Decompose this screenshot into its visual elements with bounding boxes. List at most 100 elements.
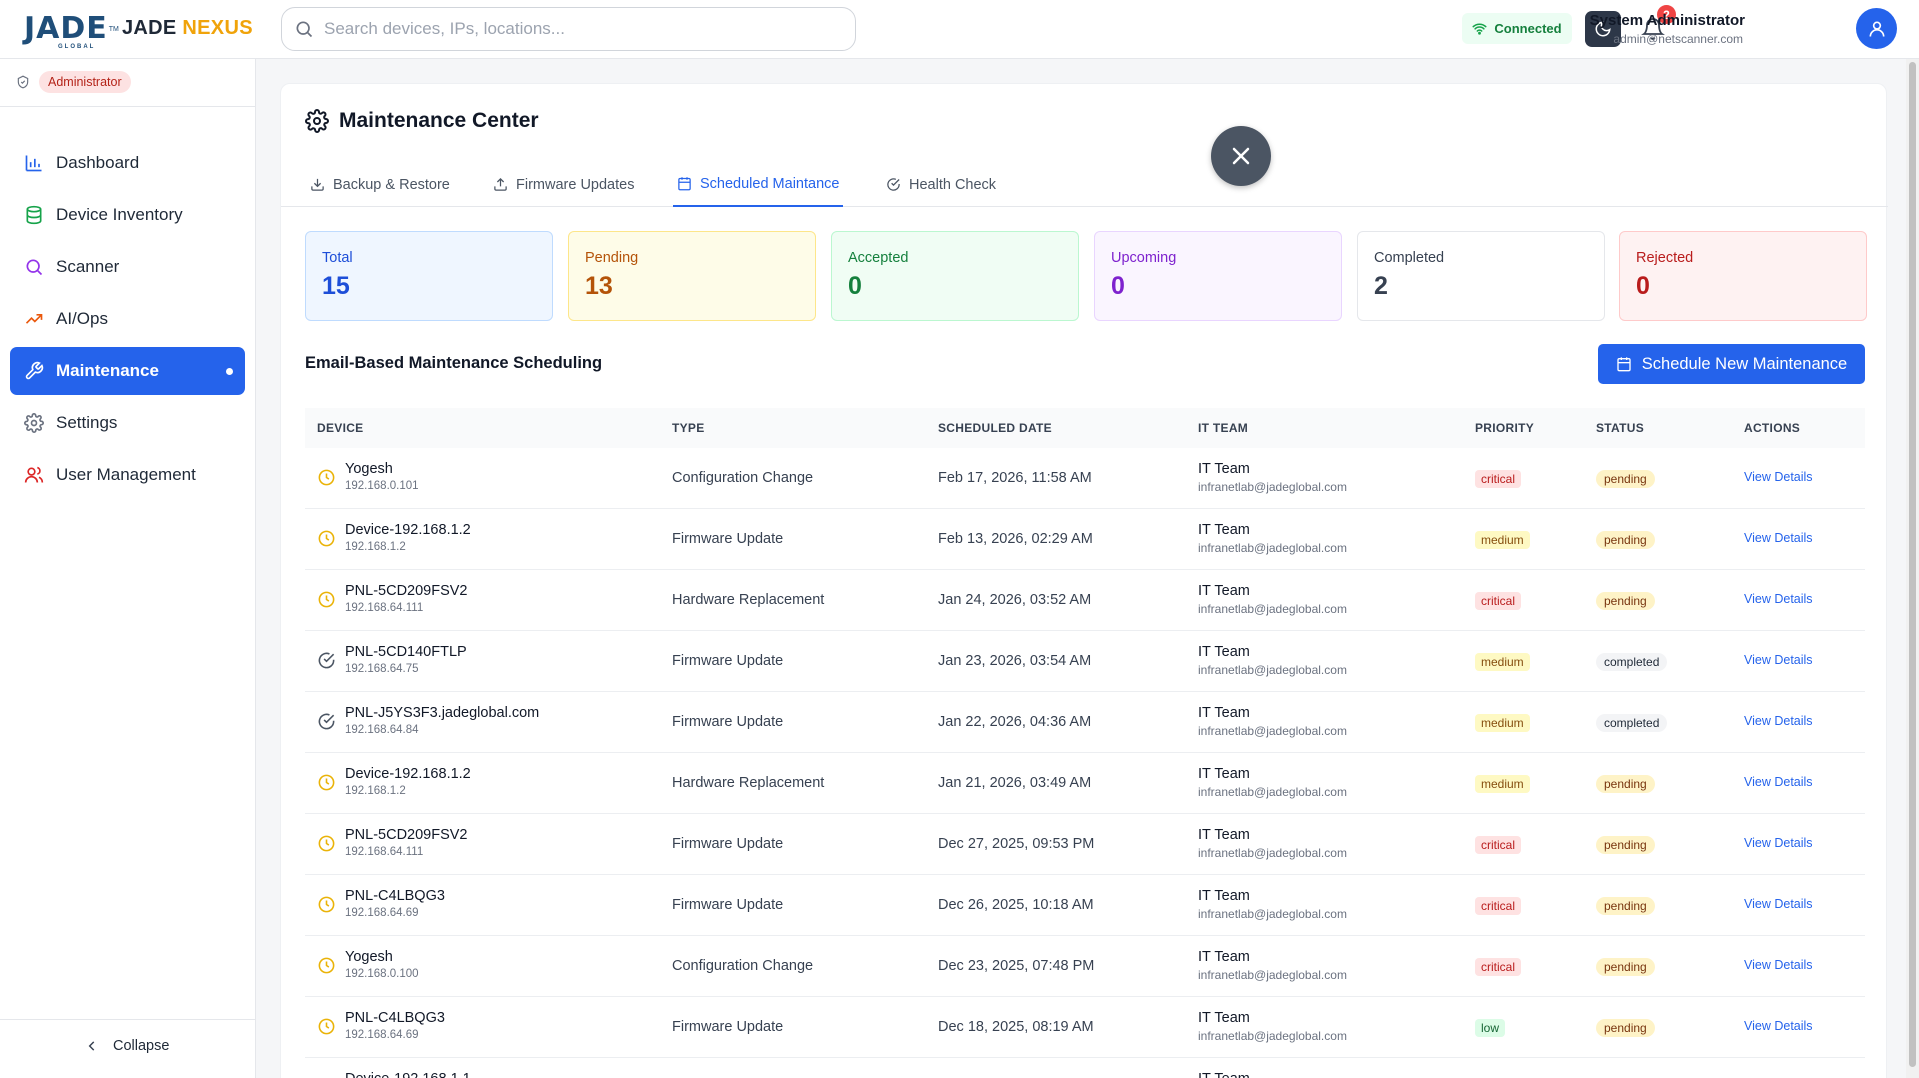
tab-label: Firmware Updates (516, 176, 635, 193)
it-team-email: infranetlab@jadeglobal.com (1198, 785, 1347, 799)
device-name: Device-192.168.1.1 (345, 1071, 471, 1078)
close-button[interactable] (1211, 126, 1271, 186)
stat-label: Accepted (848, 250, 909, 266)
sidebar-item-scanner[interactable]: Scanner (10, 243, 245, 291)
table-row[interactable]: Yogesh 192.168.0.100 Configuration Change D… (305, 936, 1865, 997)
table-row[interactable]: PNL-5CD209FSV2 192.168.64.111 Hardware Rep… (305, 570, 1865, 631)
maintenance-type: Configuration Change (672, 958, 814, 974)
sidebar-item-label: Maintenance (56, 361, 159, 380)
table-row[interactable]: Device-192.168.1.1 IT Team (305, 1058, 1865, 1078)
sidebar-item-label: AI/Ops (56, 309, 108, 328)
table-row[interactable]: PNL-5CD209FSV2 192.168.64.111 Firmware Upd… (305, 814, 1865, 875)
sidebar-item-maintenance[interactable]: Maintenance (10, 347, 245, 395)
maintenance-type: Firmware Update (672, 531, 784, 547)
column-header-device: DEVICE (317, 421, 364, 435)
table-row[interactable]: PNL-J5YS3F3.jadeglobal.com 192.168.64.84 F… (305, 692, 1865, 753)
bar-chart-icon (25, 155, 42, 172)
sidebar-bottom-divider (0, 1019, 256, 1020)
wifi-icon (1472, 23, 1487, 35)
view-details-link[interactable]: View Details (1744, 836, 1813, 850)
user-avatar[interactable] (1856, 8, 1897, 49)
trending-up-icon (25, 314, 43, 324)
clock-icon (317, 895, 336, 914)
table-row[interactable]: Device-192.168.1.2 192.168.1.2 Firmware Up… (305, 509, 1865, 570)
column-header-priority: PRIORITY (1475, 421, 1535, 435)
priority-badge: medium (1475, 775, 1530, 793)
sidebar-item-user-management[interactable]: User Management (10, 451, 245, 499)
device-name: PNL-5CD140FTLP (345, 644, 467, 660)
device-name: Yogesh (345, 461, 393, 477)
device-ip: 192.168.64.75 (345, 663, 419, 675)
view-details-link[interactable]: View Details (1744, 1019, 1813, 1033)
device-name: Yogesh (345, 949, 393, 965)
search-input[interactable] (324, 19, 824, 39)
moon-icon (1595, 21, 1611, 37)
device-ip: 192.168.64.69 (345, 907, 419, 919)
sidebar-item-settings[interactable]: Settings (10, 399, 245, 447)
download-icon (311, 178, 324, 191)
connection-status-text: Connected (1494, 21, 1562, 36)
notifications-button[interactable] (1638, 14, 1668, 44)
brand-nexus: NEXUS (182, 17, 253, 39)
tab-backup-restore[interactable]: Backup & Restore (306, 162, 454, 207)
priority-badge: critical (1475, 958, 1522, 976)
scheduled-date: Dec 18, 2025, 08:19 AM (938, 1019, 1094, 1035)
view-details-link[interactable]: View Details (1744, 897, 1813, 911)
table-header: DEVICE TYPE SCHEDULED DATE IT TEAM PRIOR… (305, 408, 1865, 448)
priority-badge: medium (1475, 531, 1530, 549)
status-badge: pending (1596, 775, 1655, 793)
summary-stats: Total 15 Pending 13 Accepted 0 Upcoming … (305, 231, 1867, 321)
stat-card-pending: Pending 13 (568, 231, 816, 321)
clock-icon (317, 773, 336, 792)
table-row[interactable]: Device-192.168.1.2 192.168.1.2 Hardware Re… (305, 753, 1865, 814)
collapse-sidebar-button[interactable]: Collapse (85, 1038, 169, 1054)
sidebar-item-label: Dashboard (56, 153, 140, 172)
stat-card-accepted: Accepted 0 (831, 231, 1079, 321)
theme-toggle-button[interactable] (1585, 11, 1621, 47)
it-team-email: infranetlab@jadeglobal.com (1198, 968, 1347, 982)
check-circle-icon (317, 651, 336, 670)
it-team-name: IT Team (1198, 949, 1250, 965)
view-details-link[interactable]: View Details (1744, 714, 1813, 728)
tab-scheduled-maintenance[interactable]: Scheduled Maintance (673, 162, 844, 207)
maintenance-type: Hardware Replacement (672, 592, 825, 608)
table-row[interactable]: PNL-5CD140FTLP 192.168.64.75 Firmware Upda… (305, 631, 1865, 692)
tab-label: Health Check (909, 176, 997, 193)
column-header-scheduled-date: SCHEDULED DATE (938, 421, 1052, 435)
view-details-link[interactable]: View Details (1744, 592, 1813, 606)
priority-badge: medium (1475, 653, 1530, 671)
view-details-link[interactable]: View Details (1744, 653, 1813, 667)
maintenance-table: DEVICE TYPE SCHEDULED DATE IT TEAM PRIOR… (305, 408, 1865, 1078)
global-search[interactable] (281, 7, 856, 51)
stat-card-rejected: Rejected 0 (1619, 231, 1867, 321)
sidebar-item-aiops[interactable]: AI/Ops (10, 295, 245, 343)
device-name: PNL-C4LBQG3 (345, 1010, 445, 1026)
jade-global-logo[interactable]: JADE TM GLOBAL (24, 10, 119, 51)
view-details-link[interactable]: View Details (1744, 775, 1813, 789)
it-team-email: infranetlab@jadeglobal.com (1198, 1029, 1347, 1043)
table-row[interactable]: PNL-C4LBQG3 192.168.64.69 Firmware Update D… (305, 997, 1865, 1058)
it-team-name: IT Team (1198, 888, 1250, 904)
user-name: System Administrator (1589, 12, 1745, 29)
status-badge: pending (1596, 1019, 1655, 1037)
scheduled-date: Dec 27, 2025, 09:53 PM (938, 836, 1095, 852)
sidebar-item-device-inventory[interactable]: Device Inventory (10, 191, 245, 239)
schedule-new-maintenance-button[interactable]: Schedule New Maintenance (1598, 344, 1865, 384)
device-ip: 192.168.64.111 (345, 846, 424, 858)
table-row[interactable]: Yogesh 192.168.0.101 Configuration Change F… (305, 448, 1865, 509)
view-details-link[interactable]: View Details (1744, 470, 1813, 484)
upload-icon (494, 177, 507, 191)
sidebar-item-dashboard[interactable]: Dashboard (10, 139, 245, 187)
device-ip: 192.168.0.101 (345, 480, 419, 492)
table-row[interactable]: PNL-C4LBQG3 192.168.64.69 Firmware Update D… (305, 875, 1865, 936)
tab-firmware-updates[interactable]: Firmware Updates (489, 162, 638, 207)
it-team-name: IT Team (1198, 461, 1250, 477)
it-team-email: infranetlab@jadeglobal.com (1198, 602, 1347, 616)
device-name: PNL-J5YS3F3.jadeglobal.com (345, 705, 540, 721)
view-details-link[interactable]: View Details (1744, 531, 1813, 545)
tab-health-check[interactable]: Health Check (882, 162, 1000, 207)
maintenance-type: Firmware Update (672, 836, 784, 852)
scrollbar-thumb[interactable] (1909, 62, 1916, 1067)
scheduled-date: Dec 23, 2025, 07:48 PM (938, 958, 1095, 974)
view-details-link[interactable]: View Details (1744, 958, 1813, 972)
